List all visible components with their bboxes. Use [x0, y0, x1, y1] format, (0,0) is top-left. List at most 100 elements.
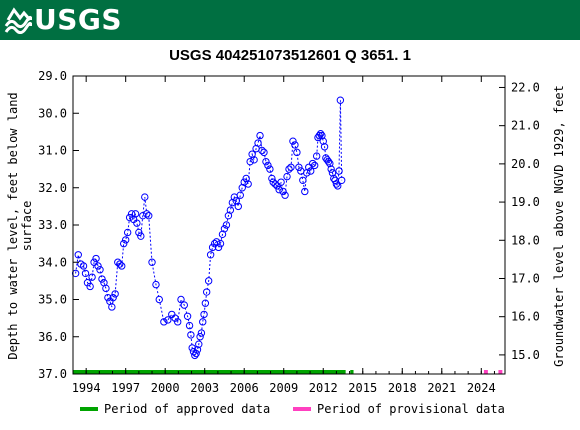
- data-point: [92, 254, 100, 263]
- data-point: [295, 163, 303, 171]
- data-point: [269, 178, 277, 186]
- data-point: [94, 262, 102, 270]
- y-right-tick-label: 16.0: [511, 310, 540, 324]
- data-point: [250, 156, 258, 164]
- x-tick-label: 2024: [467, 381, 496, 395]
- data-point: [260, 148, 268, 157]
- data-point: [102, 284, 110, 293]
- data-point: [244, 180, 252, 188]
- usgs-logo-icon: [4, 7, 32, 34]
- data-point: [254, 139, 262, 147]
- data-point: [88, 273, 96, 281]
- data-point: [309, 159, 317, 168]
- data-point: [273, 182, 281, 190]
- data-point: [197, 329, 206, 337]
- y-left-tick-label: 32.0: [38, 181, 67, 195]
- data-point: [281, 191, 289, 199]
- x-tick-label: 1997: [111, 381, 140, 395]
- data-point: [185, 321, 194, 330]
- usgs-logo-text: USGS: [34, 3, 123, 36]
- y-left-tick-label: 37.0: [38, 367, 67, 381]
- data-point: [148, 258, 156, 266]
- data-point: [155, 295, 163, 304]
- data-point: [180, 301, 188, 309]
- data-point: [204, 277, 213, 285]
- data-point: [111, 290, 119, 298]
- data-point: [324, 157, 333, 166]
- data-point: [199, 318, 207, 326]
- data-point: [74, 251, 82, 259]
- data-point: [202, 288, 211, 296]
- data-point: [310, 161, 319, 170]
- y-left-tick-label: 36.0: [38, 330, 67, 344]
- data-point: [109, 293, 117, 302]
- data-point: [322, 154, 330, 162]
- data-point: [335, 167, 343, 175]
- left-axis-label-line1: Depth to water level, feet below land: [6, 92, 20, 359]
- data-point: [312, 152, 321, 160]
- data-point: [222, 221, 231, 229]
- data-point: [123, 228, 132, 237]
- y-left-tick-label: 30.0: [38, 106, 67, 120]
- data-point: [262, 157, 270, 166]
- y-right-tick-label: 15.0: [511, 348, 540, 362]
- x-tick-label: 2018: [388, 381, 417, 395]
- x-tick-label: 2012: [309, 381, 338, 395]
- data-point: [234, 202, 242, 211]
- data-point: [108, 303, 116, 311]
- data-point: [214, 243, 223, 252]
- data-point: [289, 137, 297, 145]
- legend-label: Period of approved data: [104, 402, 270, 416]
- data-point: [90, 258, 98, 266]
- data-point: [236, 191, 244, 199]
- y-right-tick-label: 19.0: [511, 195, 540, 209]
- data-point: [96, 266, 104, 274]
- period-bar: [350, 370, 354, 374]
- data-point: [141, 193, 149, 201]
- legend-label: Period of provisional data: [317, 402, 505, 416]
- data-point: [118, 262, 126, 270]
- data-point: [319, 137, 327, 145]
- data-point: [193, 346, 202, 354]
- data-point: [71, 269, 80, 278]
- data-point: [174, 318, 182, 326]
- data-point: [160, 318, 168, 326]
- y-left-tick-label: 29.0: [38, 69, 67, 83]
- data-point: [120, 239, 128, 248]
- x-tick-label: 2000: [151, 381, 180, 395]
- chart-title: USGS 404251073512601 Q 3651. 1: [169, 47, 411, 64]
- groundwater-chart: USGS 404251073512601 Q 3651. 1 1994 1997 2…: [6, 47, 566, 416]
- period-bar: [483, 370, 488, 374]
- data-point: [315, 131, 323, 140]
- data-point: [206, 251, 215, 259]
- data-point: [116, 260, 124, 268]
- data-point: [98, 275, 106, 283]
- data-point: [114, 258, 122, 266]
- data-point: [125, 213, 134, 222]
- y-right-tick-label: 18.0: [511, 233, 540, 247]
- data-point: [337, 176, 346, 185]
- data-point: [171, 314, 179, 322]
- data-point: [283, 172, 291, 181]
- data-point: [188, 344, 196, 352]
- y-right-tick-label: 21.0: [511, 119, 540, 133]
- data-point: [121, 236, 130, 244]
- series-line: [75, 100, 343, 357]
- data-point: [277, 178, 285, 186]
- legend: Period of approved data Period of provisi…: [80, 402, 505, 416]
- y-right-tick-label: 17.0: [511, 271, 540, 285]
- y-left-tick-label: 31.0: [38, 144, 67, 158]
- data-point: [291, 141, 299, 149]
- data-point: [279, 187, 287, 196]
- data-point: [152, 280, 160, 289]
- data-point: [83, 279, 92, 287]
- data-point: [187, 331, 195, 339]
- data-point: [275, 185, 283, 194]
- period-bar: [73, 370, 346, 374]
- y-left-tick-label: 34.0: [38, 255, 67, 269]
- data-point: [256, 131, 264, 140]
- data-point: [332, 180, 341, 188]
- data-point: [293, 148, 301, 157]
- axes: 1994 1997 2000 2003 2006 2009 2012 2015 2018 2021…: [38, 69, 540, 395]
- data-point: [320, 143, 329, 151]
